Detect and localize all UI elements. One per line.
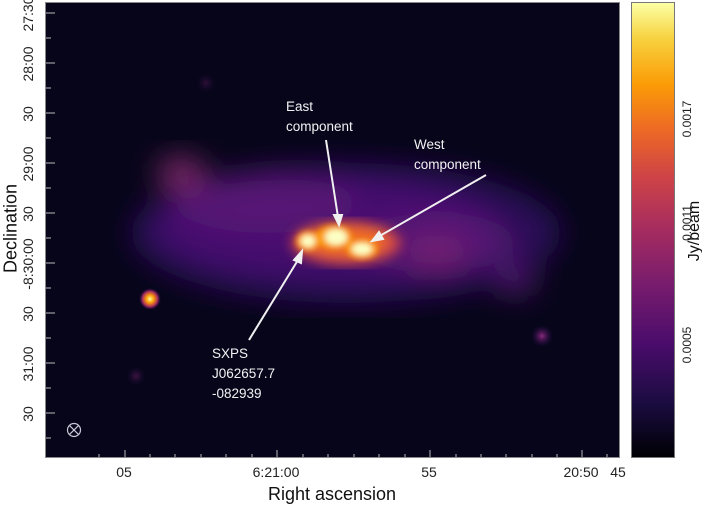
y-tick: 27:30 (20, 0, 36, 32)
y-tick: -8:30:00 (20, 238, 36, 290)
sxps-source-label: SXPS J062657.7 -082939 (212, 346, 276, 401)
y-tick: 31:00 (20, 346, 36, 382)
x-axis-label: Right ascension (267, 484, 397, 504)
x-tick: 45 (610, 464, 626, 480)
beam-icon (66, 422, 82, 438)
y-tick: 30 (20, 406, 36, 422)
colorbar-tick: 0.0005 (680, 326, 694, 364)
x-tick: 6:21:00 (252, 464, 300, 480)
compact-source-right (531, 325, 553, 347)
y-tick: 30 (20, 106, 36, 122)
y-tick: 30 (20, 206, 36, 222)
compact-source-left (139, 288, 161, 310)
west-component-label: West component (414, 137, 481, 172)
emission-map (46, 12, 608, 457)
y-tick: 29:00 (20, 146, 36, 182)
x-tick: 05 (116, 464, 132, 480)
radio-image-plot: East component West component SXPS J0626… (45, 2, 620, 458)
y-tick: 28:00 (20, 46, 36, 82)
x-tick: 55 (421, 464, 437, 480)
y-axis-label: Declination (0, 183, 21, 274)
east-component-label: East component (286, 99, 353, 134)
colorbar-label: Jy/beam (686, 200, 702, 262)
x-tick: 20:50 (563, 464, 599, 480)
colorbar (631, 2, 675, 458)
colorbar-tick: 0.0017 (680, 100, 694, 138)
y-tick: 30 (20, 306, 36, 322)
